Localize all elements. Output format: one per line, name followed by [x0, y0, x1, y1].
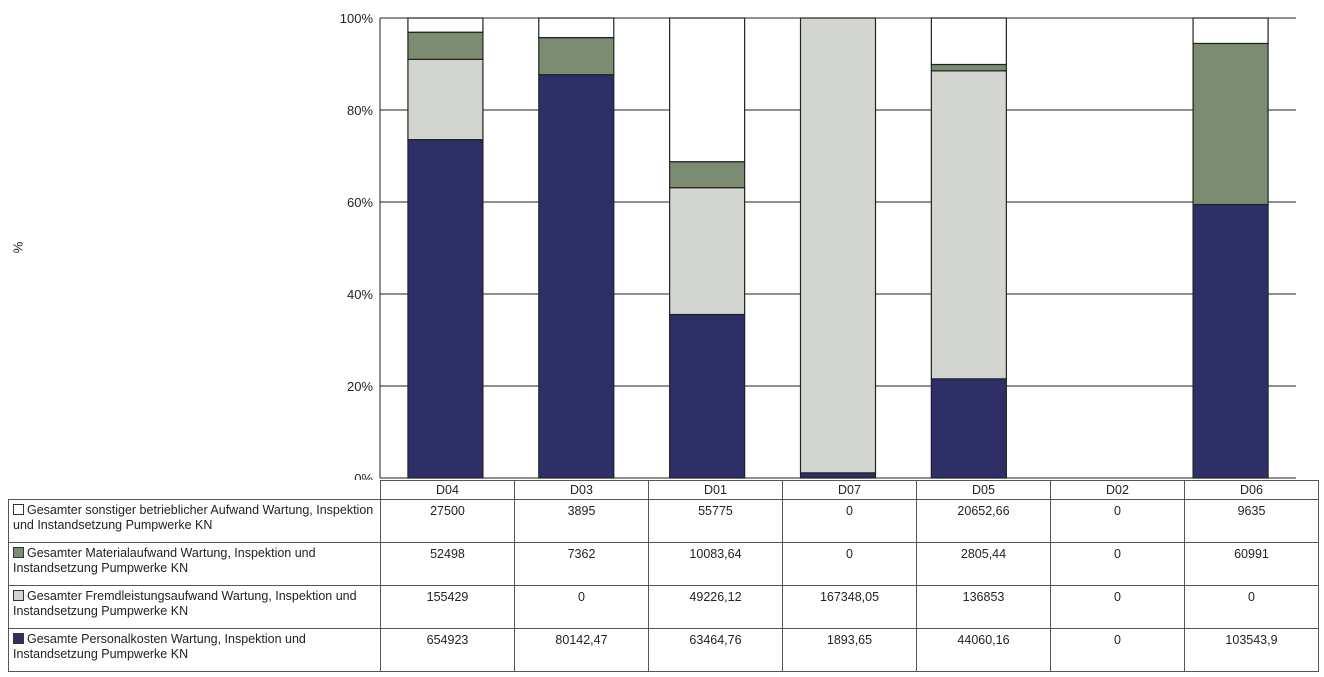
series-name: Gesamte Personalkosten Wartung, Inspekti… [13, 632, 306, 661]
y-tick-label: 60% [347, 195, 373, 210]
category-header: D05 [916, 480, 1051, 500]
table-row: Gesamter sonstiger betrieblicher Aufwand… [8, 499, 1319, 543]
value-cell: 10083,64 [648, 542, 783, 586]
value-cell: 55775 [648, 499, 783, 543]
value-cell: 80142,47 [514, 628, 649, 672]
legend-swatch [13, 547, 24, 558]
value-cell: 9635 [1184, 499, 1319, 543]
value-cell: 136853 [916, 585, 1051, 629]
series-legend-cell: Gesamter sonstiger betrieblicher Aufwand… [8, 499, 381, 543]
value-cell: 103543,9 [1184, 628, 1319, 672]
y-tick-label: 40% [347, 287, 373, 302]
value-cell: 27500 [380, 499, 515, 543]
value-cell: 49226,12 [648, 585, 783, 629]
bar-segment [1192, 17, 1269, 45]
y-tick-label: 100% [340, 11, 374, 26]
value-cell: 0 [514, 585, 649, 629]
series-name: Gesamter Fremdleistungsaufwand Wartung, … [13, 589, 357, 618]
table-row: Gesamter Fremdleistungsaufwand Wartung, … [8, 585, 1319, 629]
series-name: Gesamter Materialaufwand Wartung, Inspek… [13, 546, 316, 575]
series-legend-cell: Gesamter Fremdleistungsaufwand Wartung, … [8, 585, 381, 629]
bar-segment [930, 70, 1007, 380]
value-cell: 155429 [380, 585, 515, 629]
legend-swatch [13, 590, 24, 601]
y-tick-label: 20% [347, 379, 373, 394]
value-cell: 167348,05 [782, 585, 917, 629]
value-cell: 7362 [514, 542, 649, 586]
category-header: D07 [782, 480, 917, 500]
bar-segment [930, 17, 1007, 66]
y-tick-label: 80% [347, 103, 373, 118]
bar-segment [669, 187, 746, 316]
bar-segment [407, 58, 484, 141]
value-cell: 654923 [380, 628, 515, 672]
category-header: D03 [514, 480, 649, 500]
y-tick-label: 0% [354, 471, 373, 480]
value-cell: 1893,65 [782, 628, 917, 672]
series-legend-cell: Gesamter Materialaufwand Wartung, Inspek… [8, 542, 381, 586]
table-row: Gesamter Materialaufwand Wartung, Inspek… [8, 542, 1319, 586]
value-cell: 60991 [1184, 542, 1319, 586]
category-header: D06 [1184, 480, 1319, 500]
bar-segment [538, 17, 615, 39]
bar-segment [407, 17, 484, 33]
value-cell: 20652,66 [916, 499, 1051, 543]
bar-segment [799, 17, 877, 474]
stacked-bar-chart: 0% 20% 40% 60% 80% 100% [340, 11, 1296, 480]
category-header: D02 [1050, 480, 1185, 500]
series-legend-cell: Gesamte Personalkosten Wartung, Inspekti… [8, 628, 381, 672]
value-cell: 0 [1050, 542, 1185, 586]
value-cell: 0 [1050, 499, 1185, 543]
legend-swatch [13, 633, 24, 644]
value-cell: 63464,76 [648, 628, 783, 672]
series-name: Gesamter sonstiger betrieblicher Aufwand… [13, 503, 374, 532]
bar-segment [930, 63, 1007, 72]
bar-segment [669, 17, 746, 163]
bar-segment [407, 139, 484, 479]
bar-segment [407, 31, 484, 60]
category-header: D01 [648, 480, 783, 500]
bar-segment [538, 74, 615, 479]
bar-segment [538, 37, 615, 76]
legend-swatch [13, 504, 24, 515]
bar-segment [930, 378, 1007, 479]
table-header-row: D04 D03 D01 D07 D05 D02 D06 [9, 480, 1319, 500]
value-cell: 0 [782, 499, 917, 543]
category-header: D04 [380, 480, 515, 500]
value-cell: 52498 [380, 542, 515, 586]
value-cell: 0 [1050, 585, 1185, 629]
bar-segment [1192, 42, 1269, 206]
bar-segment [669, 313, 746, 479]
data-table: D04 D03 D01 D07 D05 D02 D06 Gesamter sonstiger… [8, 480, 1319, 672]
bar-segment [799, 472, 877, 479]
bar-segment [1192, 203, 1269, 479]
value-cell: 44060,16 [916, 628, 1051, 672]
value-cell: 3895 [514, 499, 649, 543]
value-cell: 2805,44 [916, 542, 1051, 586]
value-cell: 0 [1050, 628, 1185, 672]
y-axis-label: % [10, 241, 26, 254]
value-cell: 0 [782, 542, 917, 586]
table-corner [9, 481, 381, 500]
table-row: Gesamte Personalkosten Wartung, Inspekti… [8, 628, 1319, 672]
value-cell: 0 [1184, 585, 1319, 629]
bar-segment [669, 161, 746, 189]
